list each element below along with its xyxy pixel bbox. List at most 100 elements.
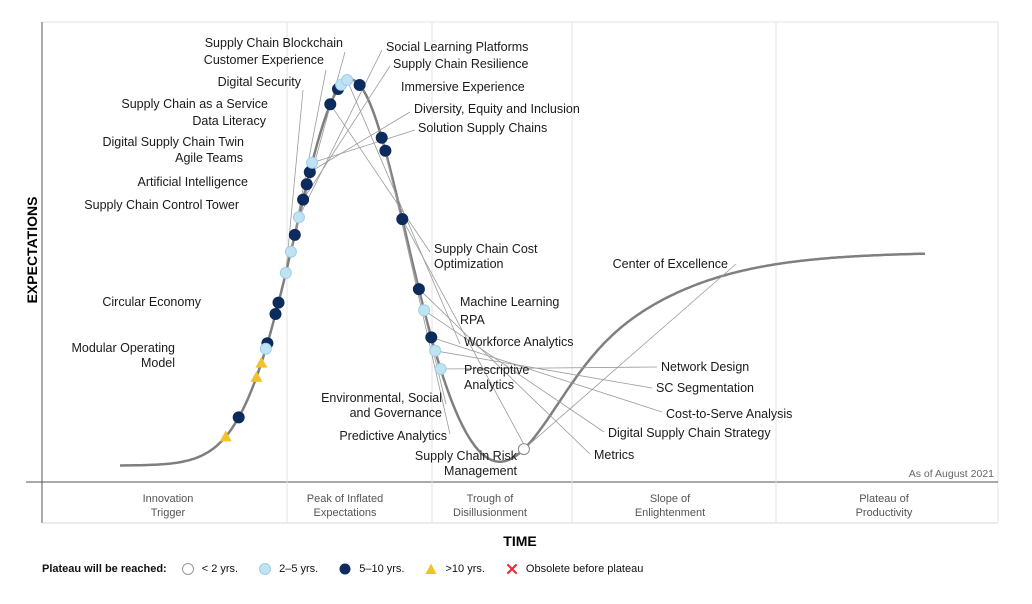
label-sc-segmentation: SC Segmentation bbox=[656, 381, 754, 395]
leader-line-metrics bbox=[418, 288, 591, 455]
legend: Plateau will be reached: < 2 yrs. 2–5 yr… bbox=[42, 560, 663, 578]
label-predictive-analytics: Predictive Analytics bbox=[339, 429, 447, 443]
label-agile-teams: Agile Teams bbox=[175, 151, 243, 165]
marker-environmental-social-and-governance bbox=[375, 131, 388, 144]
label-digital-security: Digital Security bbox=[218, 75, 302, 89]
legend-label-obsolete: Obsolete before plateau bbox=[525, 563, 644, 575]
marker-prescriptive-analytics bbox=[353, 79, 366, 91]
x-axis-title: TIME bbox=[503, 533, 536, 549]
technology-markers bbox=[219, 74, 530, 456]
marker-data-literacy bbox=[269, 308, 282, 320]
legend-item-5to10: 5–10 yrs. bbox=[338, 562, 404, 576]
leader-line-workforce-analytics bbox=[346, 79, 461, 345]
marker-center-of-excellence bbox=[517, 443, 530, 456]
marker-supply-chain-risk-management bbox=[396, 213, 409, 226]
marker-digital-supply-chain-twin bbox=[259, 342, 272, 355]
label-supply-chain-risk-management: Supply Chain Risk Management bbox=[415, 449, 518, 478]
marker-predictive-analytics bbox=[379, 144, 392, 157]
marker-immersive-experience bbox=[300, 178, 313, 191]
leader-line-solution-supply-chains bbox=[311, 129, 416, 164]
marker-social-learning-platforms bbox=[292, 211, 305, 224]
label-supply-chain-control-tower: Supply Chain Control Tower bbox=[84, 198, 239, 212]
phase-label-trough-of-disillusionment: Trough of Disillusionment bbox=[453, 493, 527, 519]
as-of-date: As of August 2021 bbox=[909, 468, 994, 480]
marker-digital-supply-chain-strategy bbox=[418, 304, 431, 317]
label-artificial-intelligence: Artificial Intelligence bbox=[138, 175, 249, 189]
label-supply-chain-blockchain: Supply Chain Blockchain bbox=[205, 36, 343, 50]
yellow-triangle-icon bbox=[425, 563, 437, 574]
legend-item-lt2: < 2 yrs. bbox=[181, 562, 238, 576]
marker-digital-security bbox=[279, 266, 292, 279]
label-machine-learning: Machine Learning bbox=[460, 295, 559, 309]
label-environmental-social-and-governance: Environmental, Social and Governance bbox=[321, 391, 442, 420]
red-x-icon bbox=[506, 564, 517, 574]
leader-line-network-design bbox=[440, 366, 658, 370]
phase-labels: Innovation Trigger Peak of Inflated Expecta… bbox=[143, 493, 913, 519]
label-modular-operating-model: Modular Operating Model bbox=[71, 341, 175, 370]
marker-supply-chain-resilience bbox=[297, 193, 310, 206]
label-digital-supply-chain-strategy: Digital Supply Chain Strategy bbox=[608, 426, 771, 440]
leader-line-digital-supply-chain-strategy bbox=[423, 309, 605, 433]
marker-network-design bbox=[434, 363, 447, 375]
marker-supply-chain-cost-optimization bbox=[324, 98, 337, 111]
label-rpa: RPA bbox=[460, 313, 485, 327]
label-workforce-analytics: Workforce Analytics bbox=[464, 335, 574, 349]
marker-workforce-analytics bbox=[341, 74, 354, 86]
marker-sc-segmentation bbox=[429, 344, 442, 357]
label-solution-supply-chains: Solution Supply Chains bbox=[418, 121, 547, 135]
label-center-of-excellence: Center of Excellence bbox=[613, 257, 728, 271]
legend-item-obsolete: Obsolete before plateau bbox=[505, 562, 643, 576]
marker-supply-chain-control-tower bbox=[250, 371, 263, 382]
marker-cost-to-serve-analysis bbox=[425, 331, 438, 344]
leader-line-supply-chain-resilience bbox=[302, 65, 391, 200]
phase-label-plateau-of-productivity: Plateau of Productivity bbox=[856, 493, 913, 519]
marker-artificial-intelligence bbox=[255, 356, 268, 368]
legend-label-2to5: 2–5 yrs. bbox=[279, 563, 319, 575]
marker-modular-operating-model bbox=[219, 430, 232, 442]
phase-label-peak-of-inflated-expectations: Peak of Inflated Expectations bbox=[307, 493, 383, 519]
leader-line-social-learning-platforms bbox=[298, 49, 383, 218]
label-diversity-equity-and-inclusion: Diversity, Equity and Inclusion bbox=[414, 102, 580, 116]
leader-lines bbox=[285, 49, 737, 455]
legend-item-gt10: >10 yrs. bbox=[424, 562, 485, 576]
leader-line-digital-security bbox=[285, 89, 304, 273]
phase-label-innovation-trigger: Innovation Trigger bbox=[143, 493, 194, 519]
y-axis-title: EXPECTATIONS bbox=[24, 197, 40, 304]
phase-label-slope-of-enlightenment: Slope of Enlightenment bbox=[635, 493, 705, 519]
marker-solution-supply-chains bbox=[306, 156, 319, 169]
legend-item-2to5: 2–5 yrs. bbox=[258, 562, 318, 576]
legend-label-gt10: >10 yrs. bbox=[445, 563, 485, 575]
dark-blue-circle-icon bbox=[339, 563, 351, 575]
label-data-literacy: Data Literacy bbox=[192, 114, 266, 128]
label-circular-economy: Circular Economy bbox=[102, 295, 201, 309]
leader-line-sc-segmentation bbox=[435, 350, 653, 389]
legend-title: Plateau will be reached: bbox=[42, 563, 167, 575]
leader-line-center-of-excellence bbox=[523, 263, 737, 450]
label-prescriptive-analytics: Prescriptive Analytics bbox=[464, 363, 529, 392]
leader-line-cost-to-serve-analysis bbox=[431, 337, 663, 413]
marker-circular-economy bbox=[232, 411, 245, 424]
legend-label-lt2: < 2 yrs. bbox=[201, 563, 239, 575]
label-supply-chain-as-a-service: Supply Chain as a Service bbox=[121, 97, 268, 111]
label-supply-chain-resilience: Supply Chain Resilience bbox=[393, 57, 529, 71]
marker-supply-chain-blockchain bbox=[288, 228, 301, 241]
label-metrics: Metrics bbox=[594, 448, 634, 462]
label-customer-experience: Customer Experience bbox=[204, 53, 324, 67]
hollow-circle-icon bbox=[181, 563, 194, 575]
marker-customer-experience bbox=[284, 245, 297, 258]
legend-label-5to10: 5–10 yrs. bbox=[359, 563, 405, 575]
leader-line-supply-chain-cost-optimization bbox=[329, 103, 431, 253]
label-digital-supply-chain-twin: Digital Supply Chain Twin bbox=[102, 135, 244, 149]
label-network-design: Network Design bbox=[661, 360, 749, 374]
marker-metrics bbox=[412, 283, 425, 296]
label-social-learning-platforms: Social Learning Platforms bbox=[386, 40, 528, 54]
marker-supply-chain-as-a-service bbox=[272, 296, 285, 309]
leader-line-supply-chain-risk-management bbox=[401, 218, 529, 453]
leader-line-supply-chain-blockchain bbox=[294, 51, 346, 236]
label-immersive-experience: Immersive Experience bbox=[401, 80, 525, 94]
label-supply-chain-cost-optimization: Supply Chain Cost Optimization bbox=[434, 242, 538, 271]
leader-line-diversity-equity-and-inclusion bbox=[309, 111, 411, 173]
technology-labels: Modular Operating Model Circular Economy Su… bbox=[71, 36, 792, 478]
light-blue-circle-icon bbox=[259, 563, 272, 575]
